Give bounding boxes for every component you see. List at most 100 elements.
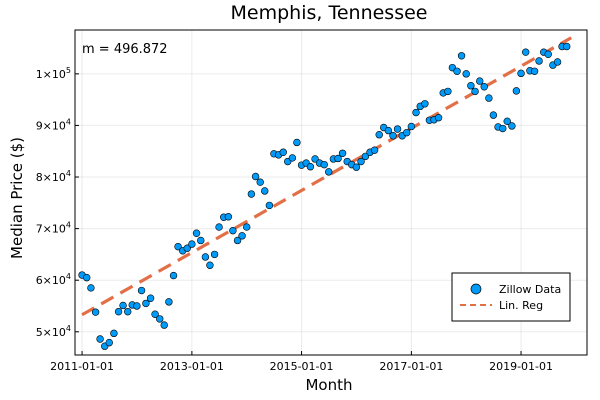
data-point bbox=[503, 117, 511, 126]
regression-line bbox=[81, 36, 573, 317]
data-point bbox=[83, 273, 91, 282]
data-point bbox=[197, 236, 205, 245]
data-point bbox=[238, 232, 246, 240]
data-point bbox=[467, 82, 475, 90]
data-point bbox=[434, 113, 443, 122]
data-point bbox=[361, 152, 370, 161]
data-point bbox=[119, 301, 127, 310]
legend-label-scatter: Zillow Data bbox=[499, 283, 561, 296]
data-point bbox=[512, 87, 521, 95]
data-point bbox=[480, 83, 488, 91]
x-axis-ticks: 2011-01-01 2013-01-01 2015-01-01 2017-01-01… bbox=[50, 351, 553, 373]
data-point bbox=[165, 298, 173, 306]
data-point bbox=[169, 271, 178, 280]
data-point bbox=[530, 67, 539, 75]
data-point bbox=[517, 69, 525, 78]
y-axis-label: Median Price ($) bbox=[8, 137, 26, 259]
data-point bbox=[206, 261, 214, 269]
data-point bbox=[256, 178, 264, 186]
data-point bbox=[151, 310, 159, 318]
x-axis-label: Month bbox=[305, 376, 352, 394]
data-point bbox=[156, 315, 164, 323]
y-tick-label: 8×104 bbox=[36, 169, 71, 184]
data-point bbox=[247, 190, 256, 198]
data-point bbox=[114, 307, 123, 316]
data-point bbox=[403, 128, 411, 137]
data-point bbox=[288, 154, 297, 162]
data-point bbox=[485, 94, 493, 102]
data-point bbox=[357, 157, 365, 166]
data-point bbox=[224, 213, 233, 221]
data-point bbox=[444, 87, 452, 96]
data-point bbox=[124, 307, 132, 316]
data-point bbox=[110, 329, 118, 338]
data-point bbox=[160, 321, 168, 329]
data-point bbox=[265, 201, 274, 210]
x-tick-label: 2017-01-01 bbox=[379, 360, 443, 373]
data-point bbox=[384, 126, 393, 135]
data-point bbox=[544, 50, 552, 58]
data-point bbox=[476, 77, 484, 85]
data-point bbox=[279, 148, 287, 156]
data-point bbox=[389, 132, 397, 140]
data-point bbox=[338, 149, 347, 157]
data-point bbox=[243, 223, 251, 231]
data-point bbox=[293, 138, 301, 147]
y-tick-label: 9×104 bbox=[36, 117, 71, 132]
x-tick-label: 2019-01-01 bbox=[489, 360, 553, 373]
data-point bbox=[352, 163, 361, 171]
data-point bbox=[499, 124, 507, 133]
data-point bbox=[375, 131, 383, 139]
data-point bbox=[251, 172, 260, 181]
data-point bbox=[261, 187, 269, 195]
data-point bbox=[489, 111, 498, 119]
plot-frame bbox=[74, 29, 588, 356]
y-tick-label: 6×104 bbox=[36, 272, 71, 287]
data-point bbox=[325, 168, 333, 176]
data-point bbox=[320, 160, 328, 169]
x-tick-label: 2015-01-01 bbox=[270, 360, 334, 373]
data-point bbox=[457, 52, 466, 60]
x-tick-label: 2013-01-01 bbox=[160, 360, 224, 373]
data-point bbox=[535, 57, 543, 65]
data-point bbox=[91, 308, 100, 316]
data-point bbox=[133, 302, 141, 310]
y-tick-label: 7×104 bbox=[36, 221, 71, 236]
data-point bbox=[412, 108, 420, 117]
data-point bbox=[96, 335, 104, 343]
data-point bbox=[311, 155, 319, 163]
data-point bbox=[105, 338, 113, 347]
data-point bbox=[370, 146, 379, 154]
legend-box bbox=[451, 272, 571, 322]
data-point bbox=[393, 125, 402, 133]
y-tick-label: 1×105 bbox=[36, 66, 71, 81]
chart-title: Memphis, Tennessee bbox=[231, 2, 428, 24]
data-point bbox=[453, 67, 461, 75]
data-point bbox=[306, 163, 315, 171]
data-point bbox=[229, 226, 237, 235]
data-point bbox=[421, 100, 429, 108]
data-point bbox=[334, 154, 342, 163]
slope-annotation: m = 496.872 bbox=[82, 42, 168, 57]
data-point bbox=[137, 286, 146, 295]
data-point bbox=[233, 236, 242, 245]
data-point bbox=[192, 229, 201, 237]
y-axis-ticks: 5×104 6×104 7×104 8×104 9×104 1×105 bbox=[36, 66, 79, 339]
data-point bbox=[215, 223, 223, 231]
y-tick-label: 5×104 bbox=[36, 324, 71, 339]
data-point bbox=[87, 284, 95, 292]
legend-label-line: Lin. Reg bbox=[499, 299, 543, 312]
data-point bbox=[201, 253, 210, 261]
x-tick-label: 2011-01-01 bbox=[50, 360, 114, 373]
data-point bbox=[407, 122, 416, 131]
data-point bbox=[142, 299, 150, 308]
data-point bbox=[471, 87, 479, 96]
data-point bbox=[210, 250, 219, 259]
legend: Zillow Data Lin. Reg bbox=[451, 272, 571, 322]
data-point bbox=[522, 48, 530, 56]
data-points-layer bbox=[78, 42, 571, 350]
data-point bbox=[563, 42, 571, 51]
data-point bbox=[146, 294, 155, 302]
legend-marker-scatter bbox=[470, 283, 482, 295]
